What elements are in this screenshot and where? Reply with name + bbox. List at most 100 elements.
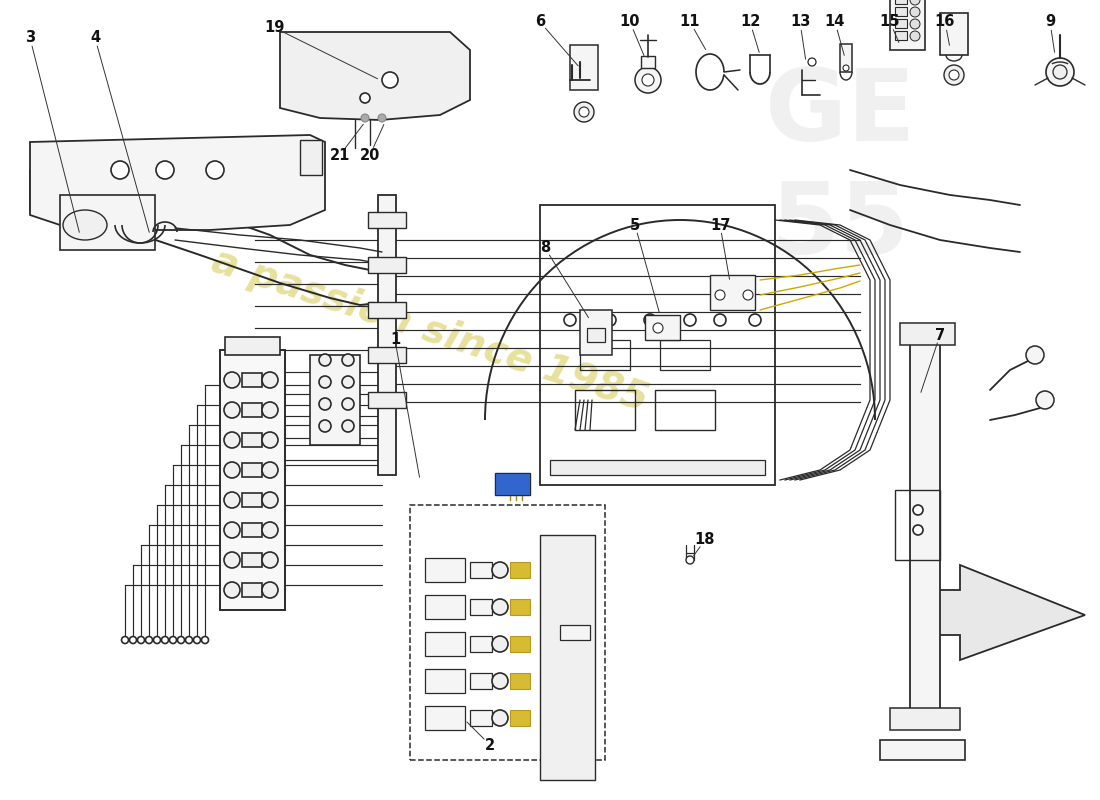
Bar — [242, 373, 262, 387]
Text: 10: 10 — [619, 14, 640, 30]
Circle shape — [913, 525, 923, 535]
Text: 13: 13 — [790, 14, 811, 30]
Text: 1: 1 — [389, 333, 400, 347]
Bar — [580, 310, 612, 355]
Bar — [575, 390, 635, 430]
Circle shape — [1026, 346, 1044, 364]
Text: 19: 19 — [265, 21, 285, 35]
Circle shape — [492, 599, 508, 615]
Bar — [470, 673, 492, 689]
Text: 3: 3 — [25, 30, 35, 46]
Ellipse shape — [63, 210, 107, 240]
Circle shape — [224, 522, 240, 538]
Bar — [470, 562, 492, 578]
Circle shape — [206, 161, 224, 179]
Circle shape — [138, 637, 144, 643]
Text: 18: 18 — [695, 533, 715, 547]
Bar — [242, 433, 262, 447]
Text: 16: 16 — [935, 14, 955, 30]
Bar — [940, 13, 968, 55]
Circle shape — [224, 492, 240, 508]
Circle shape — [492, 673, 508, 689]
Bar — [900, 323, 955, 345]
Bar — [226, 337, 280, 355]
Circle shape — [361, 114, 368, 122]
Text: 14: 14 — [825, 14, 845, 30]
Circle shape — [111, 161, 129, 179]
Text: 6: 6 — [535, 14, 546, 30]
Circle shape — [145, 637, 153, 643]
Bar — [895, 0, 908, 4]
Circle shape — [843, 65, 849, 71]
Circle shape — [635, 67, 661, 93]
Circle shape — [492, 710, 508, 726]
Bar — [470, 599, 492, 615]
Bar — [242, 463, 262, 477]
Bar — [310, 355, 360, 445]
Circle shape — [742, 290, 754, 300]
Bar — [550, 460, 764, 475]
Bar — [495, 473, 530, 495]
Circle shape — [121, 637, 129, 643]
Text: 12: 12 — [740, 14, 760, 30]
Circle shape — [949, 70, 959, 80]
Bar — [510, 673, 530, 689]
Bar — [220, 350, 285, 610]
Text: 15: 15 — [880, 14, 900, 30]
Bar — [645, 315, 680, 340]
Bar — [368, 302, 406, 318]
Circle shape — [944, 65, 964, 85]
Circle shape — [564, 314, 576, 326]
Circle shape — [382, 72, 398, 88]
Bar — [840, 44, 852, 72]
Text: 11: 11 — [680, 14, 701, 30]
Polygon shape — [920, 565, 1085, 660]
Circle shape — [262, 462, 278, 478]
Bar — [570, 45, 598, 90]
Circle shape — [910, 0, 920, 5]
Bar — [560, 625, 590, 640]
Bar — [890, 0, 925, 50]
Bar — [368, 212, 406, 228]
Circle shape — [910, 7, 920, 17]
Bar — [242, 493, 262, 507]
Bar — [890, 708, 960, 730]
Circle shape — [319, 398, 331, 410]
Circle shape — [224, 372, 240, 388]
Bar — [510, 636, 530, 652]
Circle shape — [319, 354, 331, 366]
Circle shape — [684, 314, 696, 326]
Bar — [410, 505, 605, 760]
Circle shape — [378, 114, 386, 122]
Bar — [425, 669, 465, 693]
Bar — [660, 340, 710, 370]
Circle shape — [262, 402, 278, 418]
Circle shape — [1046, 58, 1074, 86]
Circle shape — [714, 314, 726, 326]
Circle shape — [319, 376, 331, 388]
Bar — [895, 19, 908, 28]
Circle shape — [1036, 391, 1054, 409]
Bar — [425, 558, 465, 582]
Circle shape — [224, 552, 240, 568]
Polygon shape — [280, 32, 470, 120]
Bar — [60, 195, 155, 250]
Bar — [368, 347, 406, 363]
Text: 17: 17 — [710, 218, 730, 233]
Circle shape — [642, 74, 654, 86]
Polygon shape — [30, 135, 324, 230]
Circle shape — [686, 556, 694, 564]
Circle shape — [342, 354, 354, 366]
Bar — [510, 599, 530, 615]
Circle shape — [162, 637, 168, 643]
Circle shape — [177, 637, 185, 643]
Bar — [368, 257, 406, 273]
Circle shape — [169, 637, 176, 643]
Text: 9: 9 — [1045, 14, 1055, 30]
Bar — [654, 390, 715, 430]
Circle shape — [262, 552, 278, 568]
Circle shape — [492, 636, 508, 652]
Text: 20: 20 — [360, 147, 381, 162]
Circle shape — [224, 462, 240, 478]
Bar — [895, 7, 908, 16]
